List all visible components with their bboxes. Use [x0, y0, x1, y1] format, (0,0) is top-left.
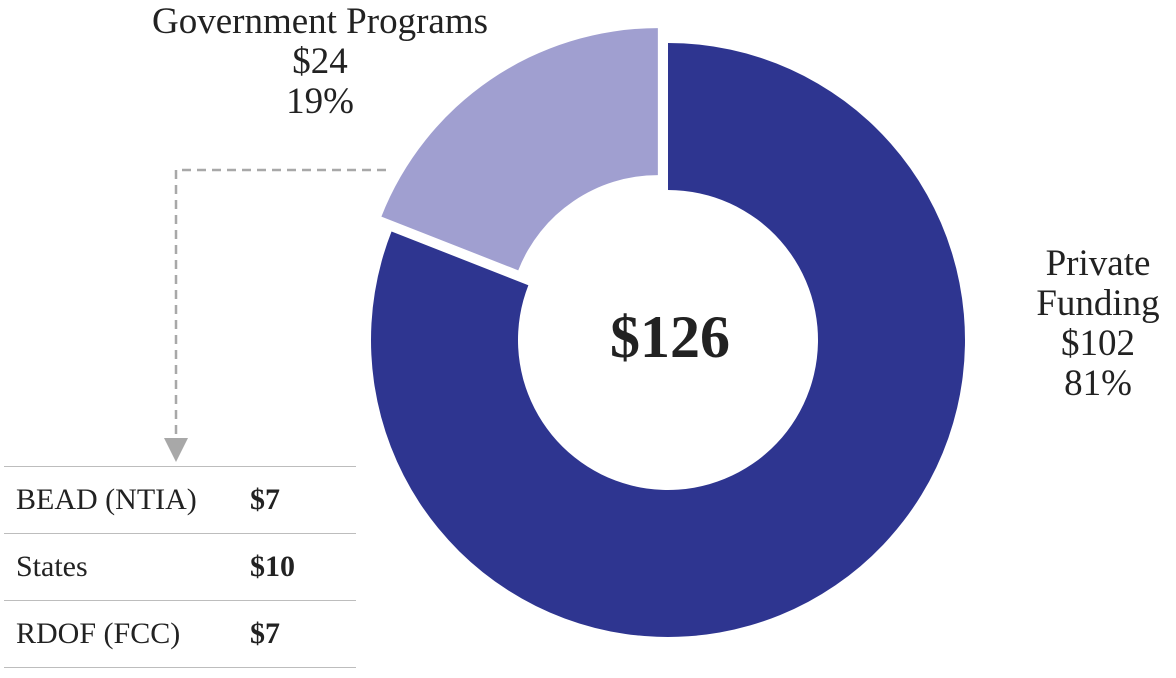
- connector-arrowhead-icon: [164, 438, 188, 462]
- government-programs-name: Government Programs: [151, 1, 489, 42]
- connector-dashed-line: [174, 168, 386, 438]
- donut-center-total: $126: [610, 304, 730, 370]
- private-funding-value: $102: [1061, 323, 1135, 364]
- breakdown-name: States: [4, 533, 250, 601]
- private-funding-name-line-2: Funding: [1036, 283, 1160, 324]
- table-row: States $10: [4, 533, 356, 601]
- government-programs-value: $24: [292, 41, 348, 82]
- government-breakdown-table: BEAD (NTIA) $7 States $10 RDOF (FCC) $7: [4, 466, 356, 668]
- table-row: BEAD (NTIA) $7: [4, 466, 356, 534]
- private-funding-name-line-1: Private: [1045, 243, 1151, 284]
- table-row: RDOF (FCC) $7: [4, 600, 356, 668]
- breakdown-value: $7: [250, 466, 356, 534]
- slice-government-programs: [381, 28, 658, 271]
- breakdown-name: BEAD (NTIA): [4, 466, 250, 534]
- government-programs-label: Government Programs $24 19%: [110, 2, 530, 122]
- breakdown-value: $7: [250, 600, 356, 668]
- breakdown-value: $10: [250, 533, 356, 601]
- breakdown-name: RDOF (FCC): [4, 600, 250, 668]
- slice-private-funding: [371, 43, 965, 638]
- private-funding-label: Private Funding $102 81%: [1020, 244, 1176, 404]
- breakdown-connector: [164, 168, 386, 462]
- government-programs-percent: 19%: [286, 81, 354, 122]
- private-funding-percent: 81%: [1064, 363, 1132, 404]
